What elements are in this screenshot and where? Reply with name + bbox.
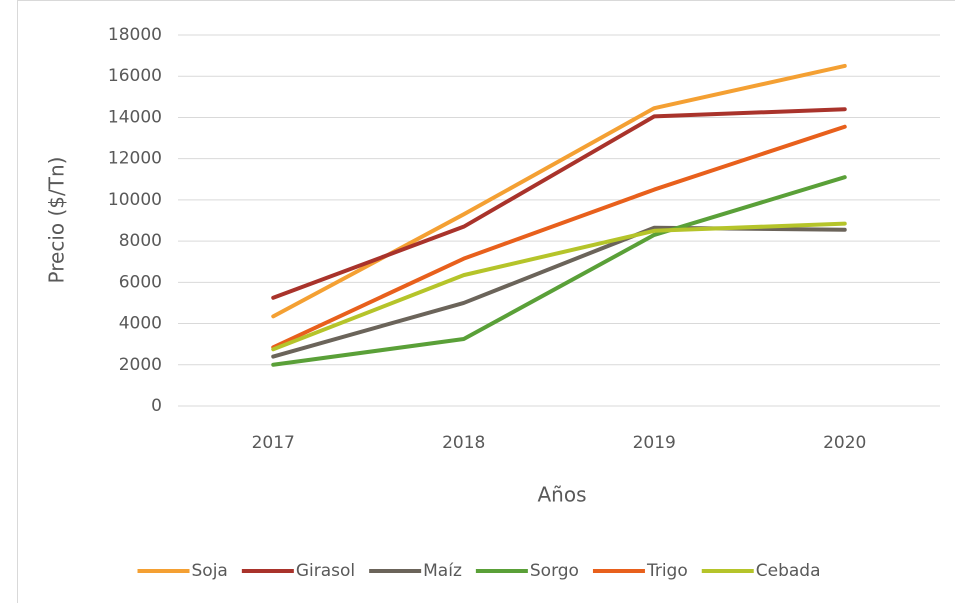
legend-label: Cebada — [756, 561, 821, 581]
x-tick-label: 2020 — [823, 433, 866, 453]
y-tick-label: 18000 — [108, 25, 162, 45]
line-series — [271, 107, 847, 300]
line-series — [271, 124, 847, 350]
line-series — [271, 175, 847, 367]
legend-label: Soja — [192, 561, 228, 581]
line-series — [271, 221, 847, 352]
y-tick-label: 16000 — [108, 66, 162, 86]
x-tick-label: 2017 — [252, 433, 295, 453]
y-tick-label: 8000 — [119, 231, 162, 251]
y-tick-label: 0 — [151, 396, 162, 416]
x-tick-label: 2019 — [633, 433, 676, 453]
line-series — [271, 63, 847, 319]
legend-label: Sorgo — [530, 561, 579, 581]
legend-label: Maíz — [423, 561, 462, 581]
y-tick-label: 6000 — [119, 272, 162, 292]
x-axis-label: Años — [537, 483, 586, 507]
legend-label: Trigo — [646, 561, 688, 581]
y-tick-label: 14000 — [108, 107, 162, 127]
y-tick-label: 2000 — [119, 355, 162, 375]
y-tick-label: 12000 — [108, 149, 162, 169]
y-axis-label: Precio ($/Tn) — [45, 157, 69, 284]
legend-label: Girasol — [296, 561, 355, 581]
chart-frame — [17, 0, 955, 603]
y-tick-label: 10000 — [108, 190, 162, 210]
y-tick-label: 4000 — [119, 314, 162, 334]
x-tick-label: 2018 — [442, 433, 485, 453]
